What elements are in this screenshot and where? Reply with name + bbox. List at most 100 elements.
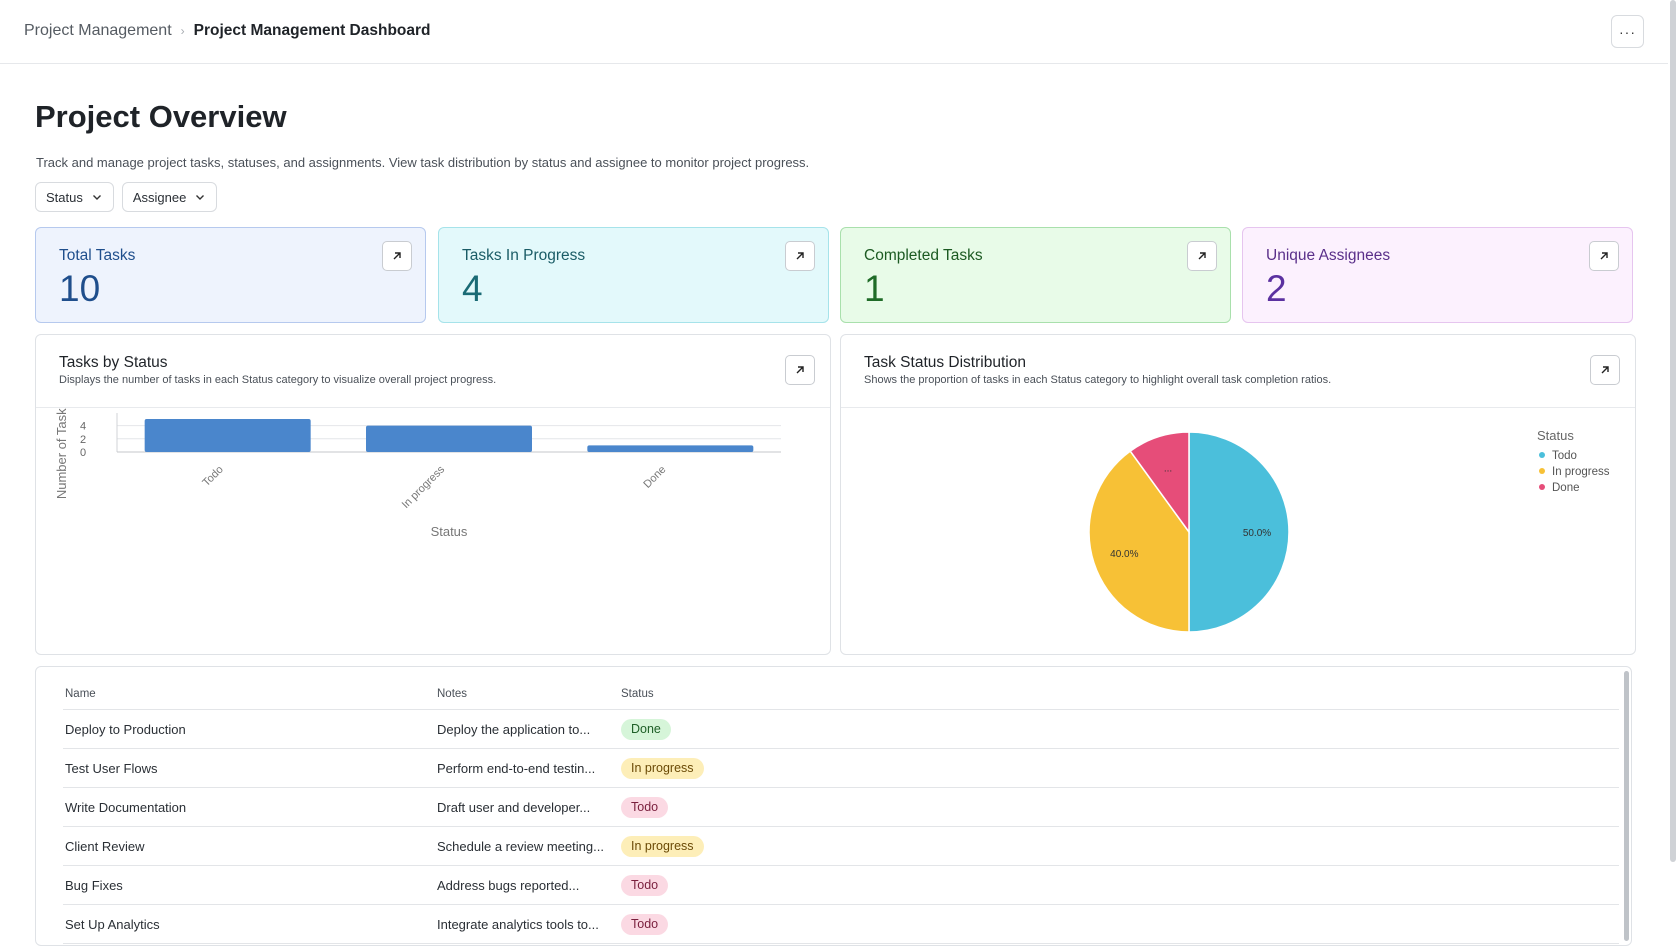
legend-swatch: [1539, 484, 1545, 490]
status-filter-button[interactable]: Status: [35, 182, 114, 212]
task-notes-cell: Deploy the application to...: [435, 709, 619, 749]
legend-swatch: [1539, 468, 1545, 474]
table-scrollbar[interactable]: [1624, 671, 1629, 941]
table-row[interactable]: Deploy to Production Deploy the applicati…: [63, 709, 1619, 749]
column-header-status[interactable]: Status: [619, 679, 1619, 710]
table-row[interactable]: Client Review Schedule a review meeting..…: [63, 826, 1619, 866]
y-tick-label: 0: [80, 447, 86, 459]
task-status-distribution-panel: Task Status Distribution Shows the propo…: [840, 334, 1636, 655]
legend-item: In progress: [1552, 466, 1610, 478]
task-status-cell: Done: [619, 709, 1619, 749]
kpi-card-unique-assignees: Unique Assignees 2: [1242, 227, 1633, 323]
filter-bar: Status Assignee: [35, 182, 218, 212]
arrow-up-right-icon: [1198, 252, 1206, 260]
kpi-value: 2: [1266, 268, 1287, 309]
tasks-by-status-panel: Tasks by Status Displays the number of t…: [35, 334, 831, 655]
task-name-cell: Bug Fixes: [63, 865, 435, 905]
pie-chart: 50.0% 40.0%... Status Todo In progress Done: [1088, 428, 1610, 633]
status-filter-label: Status: [46, 189, 83, 205]
panel-title: Task Status Distribution: [864, 354, 1026, 371]
expand-button[interactable]: [1187, 241, 1217, 271]
panel-subtitle: Shows the proportion of tasks in each St…: [864, 374, 1332, 386]
task-name-cell: Write Documentation: [63, 787, 435, 827]
page-title: Project Overview: [35, 99, 287, 134]
pie-slice-todo: [1188, 431, 1290, 633]
x-axis-label: Status: [431, 524, 468, 539]
task-notes-cell: Schedule a review meeting...: [435, 826, 619, 866]
arrow-up-right-icon: [1601, 366, 1609, 374]
panel-divider: [36, 407, 830, 408]
table-row[interactable]: Test User Flows Perform end-to-end testin…: [63, 748, 1619, 788]
kpi-card-total-tasks: Total Tasks 10: [35, 227, 426, 323]
arrow-up-right-icon: [796, 252, 804, 260]
panel-subtitle: Displays the number of tasks in each Sta…: [59, 374, 497, 386]
pie-slice-done: [1129, 431, 1190, 535]
task-notes-cell: Draft user and developer...: [435, 787, 619, 827]
kpi-label: Unique Assignees: [1266, 247, 1391, 264]
task-name-cell: Set Up Analytics: [63, 904, 435, 944]
expand-button[interactable]: [1590, 355, 1620, 385]
expand-button[interactable]: [785, 241, 815, 271]
expand-button[interactable]: [382, 241, 412, 271]
table-header-row: Name Notes Status: [63, 679, 1619, 710]
expand-button[interactable]: [1589, 241, 1619, 271]
top-bar: Project Management › Project Management …: [0, 0, 1668, 64]
status-badge: Todo: [621, 796, 669, 818]
pie-slice-label: ...: [1164, 463, 1172, 474]
task-status-cell: Todo: [619, 787, 1619, 827]
column-header-name[interactable]: Name: [63, 679, 435, 710]
assignee-filter-label: Assignee: [132, 189, 187, 205]
tasks-table: Name Notes Status Deploy to Production De…: [63, 679, 1619, 944]
status-badge: Done: [621, 718, 671, 740]
task-notes-cell: Address bugs reported...: [435, 865, 619, 905]
status-badge: In progress: [621, 835, 704, 857]
kpi-label: Total Tasks: [59, 247, 136, 264]
expand-button[interactable]: [785, 355, 815, 385]
task-status-cell: In progress: [619, 826, 1619, 866]
legend-swatch: [1539, 452, 1545, 458]
x-tick-label: Done: [641, 464, 668, 491]
task-name-cell: Test User Flows: [63, 748, 435, 788]
assignee-filter-button[interactable]: Assignee: [121, 182, 218, 212]
kpi-card-completed-tasks: Completed Tasks 1: [840, 227, 1231, 323]
panel-divider: [841, 407, 1635, 408]
kpi-value: 10: [59, 268, 101, 309]
pie-slice-label: 40.0%: [1110, 549, 1138, 560]
kpi-value: 1: [864, 268, 885, 309]
pie-slice-label: 50.0%: [1243, 528, 1271, 539]
kpi-label: Tasks In Progress: [462, 247, 586, 264]
task-status-cell: Todo: [619, 904, 1619, 944]
breadcrumb-current: Project Management Dashboard: [193, 22, 431, 39]
kpi-value: 4: [462, 268, 483, 309]
page-description: Track and manage project tasks, statuses…: [36, 155, 810, 170]
task-status-cell: In progress: [619, 748, 1619, 788]
table-row[interactable]: Set Up Analytics Integrate analytics tool…: [63, 904, 1619, 944]
legend-item: Done: [1552, 482, 1580, 494]
breadcrumb-parent[interactable]: Project Management: [24, 22, 172, 39]
status-badge: Todo: [621, 913, 669, 935]
bar-todo: [144, 419, 311, 452]
legend-title: Status: [1537, 428, 1574, 443]
more-horizontal-icon: ···: [1619, 23, 1636, 40]
pie-slice-in-progress: [1088, 450, 1190, 633]
table-row[interactable]: Bug Fixes Address bugs reported... Todo: [63, 865, 1619, 905]
x-tick-label: Todo: [200, 464, 225, 489]
column-header-notes[interactable]: Notes: [435, 679, 619, 710]
kpi-label: Completed Tasks: [864, 247, 983, 264]
bar-done: [587, 445, 754, 452]
tasks-table-card: Name Notes Status Deploy to Production De…: [35, 666, 1632, 946]
legend-item: Todo: [1552, 450, 1577, 462]
task-status-cell: Todo: [619, 865, 1619, 905]
page-scrollbar[interactable]: [1670, 0, 1676, 862]
y-tick-label: 4: [80, 421, 86, 433]
table-row[interactable]: Write Documentation Draft user and develo…: [63, 787, 1619, 827]
panel-title: Tasks by Status: [59, 354, 168, 371]
breadcrumb: Project Management › Project Management …: [24, 22, 431, 40]
more-options-button[interactable]: ···: [1611, 15, 1644, 48]
x-tick-label: In progress: [400, 463, 448, 511]
arrow-up-right-icon: [1600, 252, 1608, 260]
bar-in-progress: [366, 425, 532, 452]
task-name-cell: Deploy to Production: [63, 709, 435, 749]
bar-chart: 024 Todo In progress Done Number of Tasks Sta…: [54, 408, 781, 539]
arrow-up-right-icon: [796, 366, 804, 374]
